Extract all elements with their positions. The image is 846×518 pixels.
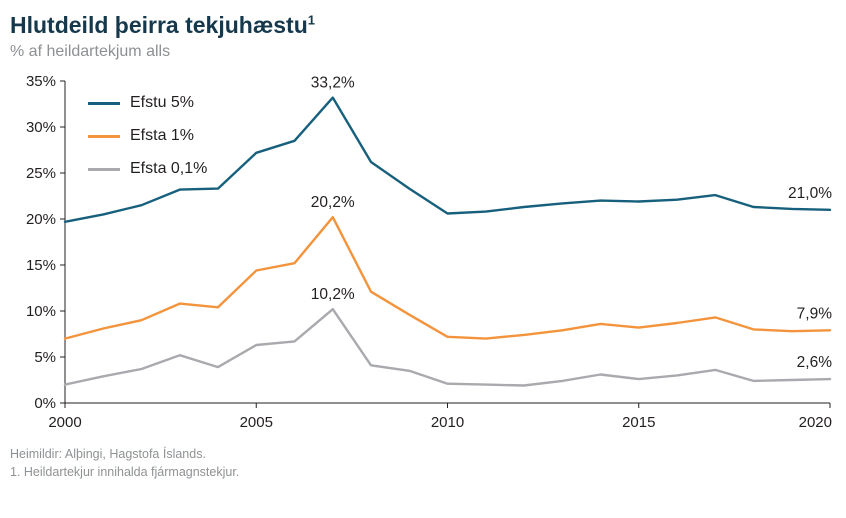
legend-item-efstu-5: Efstu 5% bbox=[88, 87, 207, 120]
value-annotation: 33,2% bbox=[311, 74, 355, 91]
legend-swatch-efsta-01 bbox=[88, 167, 120, 171]
chart-header: Hlutdeild þeirra tekjuhæstu1 % af heilda… bbox=[0, 0, 846, 61]
legend-swatch-efstu-5 bbox=[88, 101, 120, 105]
y-tick-label: 15% bbox=[26, 257, 56, 274]
y-tick-label: 35% bbox=[26, 73, 56, 90]
y-tick-label: 30% bbox=[26, 119, 56, 136]
legend-item-efsta-01: Efsta 0,1% bbox=[88, 153, 207, 186]
series-line-0 bbox=[63, 95, 832, 223]
series-line-1 bbox=[63, 215, 832, 340]
x-tick-label: 2010 bbox=[431, 414, 464, 431]
value-annotation: 21,0% bbox=[788, 184, 832, 201]
legend-label-efsta-1: Efsta 1% bbox=[130, 127, 195, 145]
legend-swatch-efsta-1 bbox=[88, 134, 120, 138]
source-note: Heimildir: Alþingi, Hagstofa Íslands. bbox=[10, 446, 206, 461]
x-tick-label: 2020 bbox=[799, 414, 832, 431]
page-title: Hlutdeild þeirra tekjuhæstu1 bbox=[10, 12, 830, 40]
series-line-2 bbox=[63, 307, 832, 387]
chart-footer: Heimildir: Alþingi, Hagstofa Íslands. 1.… bbox=[0, 437, 846, 483]
value-annotation: 10,2% bbox=[311, 286, 355, 303]
page-title-text: Hlutdeild þeirra tekjuhæstu bbox=[10, 12, 308, 38]
y-tick-label: 5% bbox=[34, 349, 56, 366]
x-tick-label: 2000 bbox=[48, 414, 81, 431]
value-annotation: 7,9% bbox=[797, 305, 833, 322]
chart-legend: Efstu 5% Efsta 1% Efsta 0,1% bbox=[88, 87, 207, 186]
legend-item-efsta-1: Efsta 1% bbox=[88, 120, 207, 153]
chart-subtitle: % af heildartekjum alls bbox=[10, 42, 171, 60]
value-annotation: 2,6% bbox=[797, 354, 833, 371]
x-tick-label: 2015 bbox=[622, 414, 655, 431]
value-annotation: 20,2% bbox=[311, 194, 355, 211]
y-tick-label: 20% bbox=[26, 211, 56, 228]
x-tick-label: 2005 bbox=[240, 414, 273, 431]
legend-label-efstu-5: Efstu 5% bbox=[130, 94, 195, 112]
y-tick-label: 0% bbox=[34, 395, 56, 412]
page-title-footnote-marker: 1 bbox=[307, 12, 315, 28]
y-tick-label: 10% bbox=[26, 303, 56, 320]
footnote: 1. Heildartekjur innihalda fjármagnstekj… bbox=[10, 465, 240, 480]
chart-area: 0% 5% 10% 15% 20% 25% 30% 35% 2000 2005 2010 2015 20… bbox=[0, 65, 846, 437]
y-tick-label: 25% bbox=[26, 165, 56, 182]
legend-label-efsta-01: Efsta 0,1% bbox=[130, 160, 208, 178]
line-chart: 0% 5% 10% 15% 20% 25% 30% 35% 2000 2005 2010 2015 20… bbox=[26, 73, 833, 431]
